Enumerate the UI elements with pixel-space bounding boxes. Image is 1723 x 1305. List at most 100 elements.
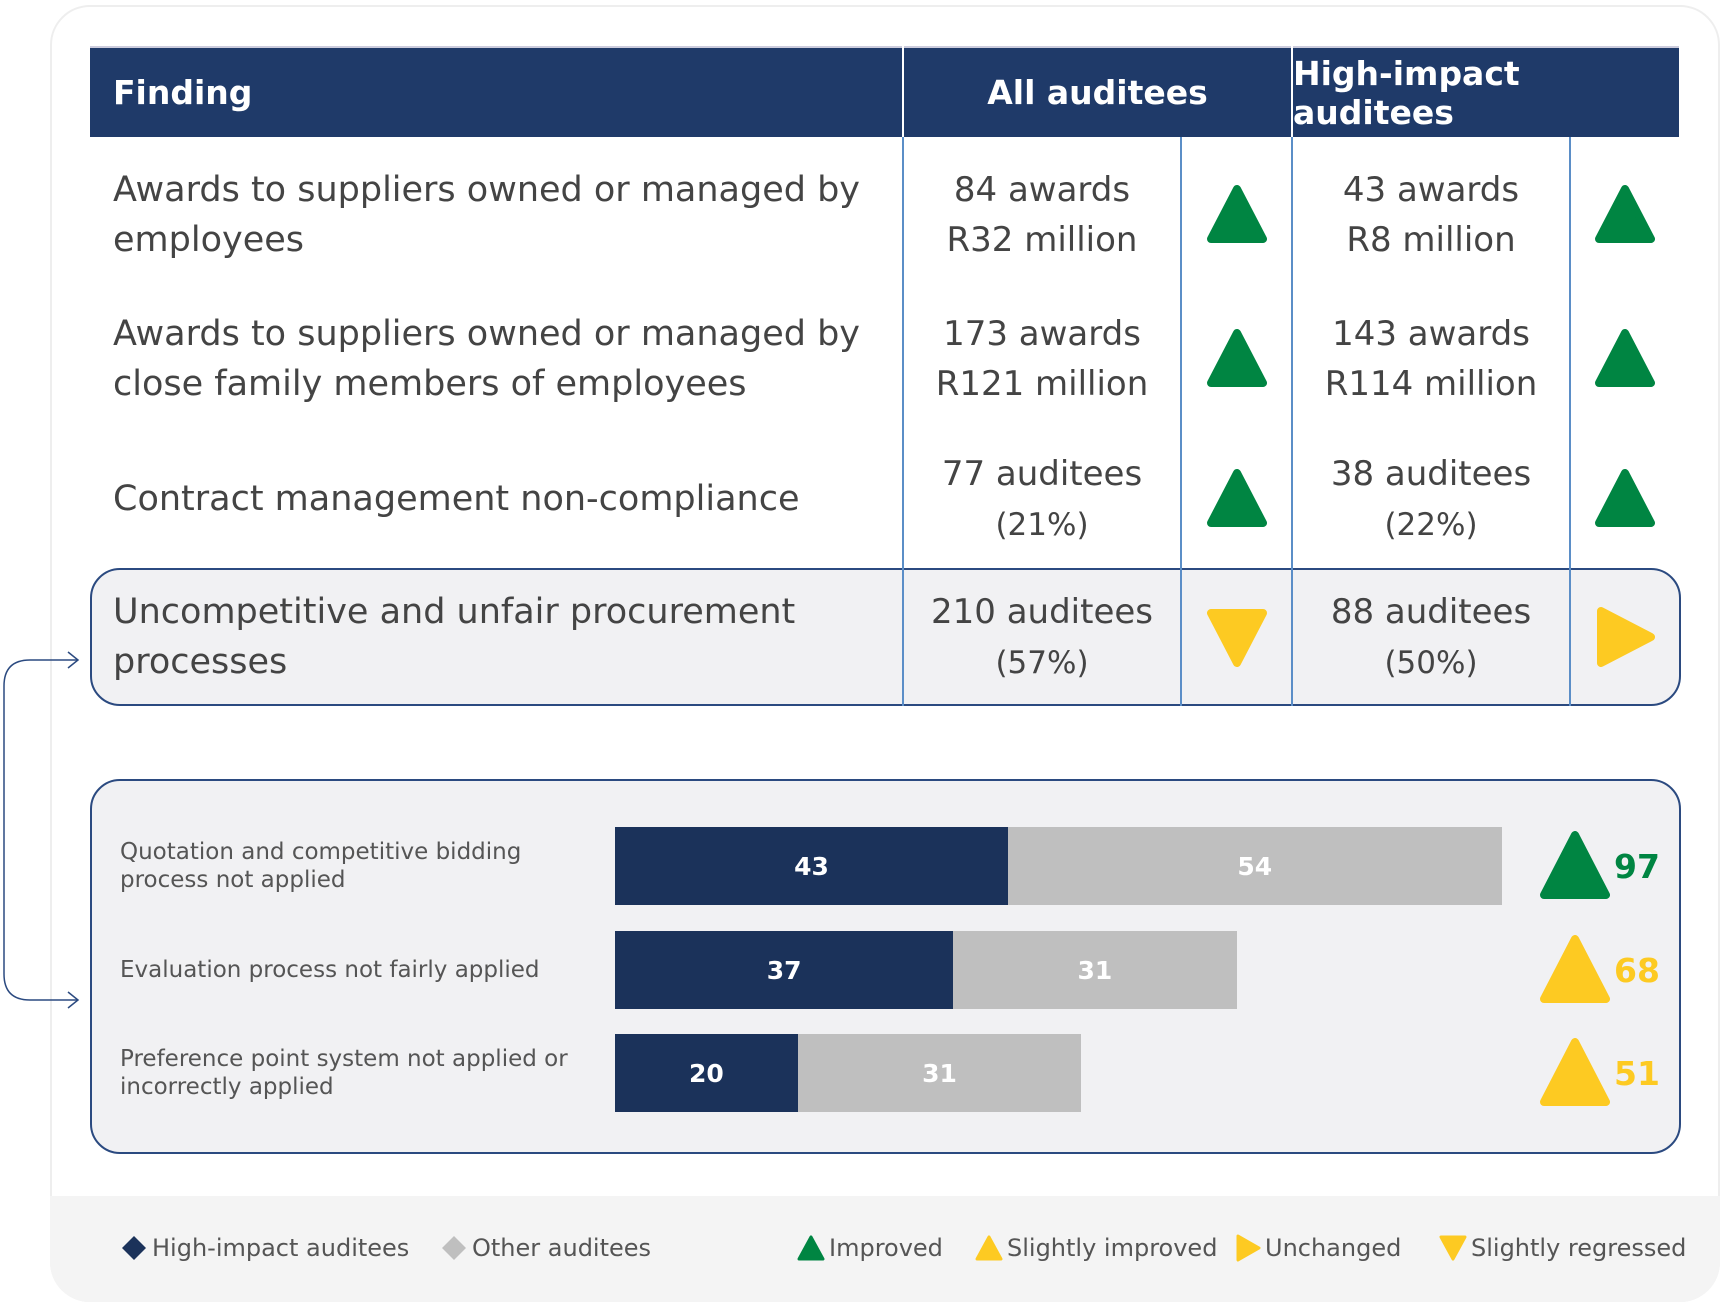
- all-auditees-value: 210 auditees (57%): [904, 568, 1180, 706]
- all-auditees-value: 84 awards R32 million: [904, 141, 1180, 288]
- category-label: Quotation and competitive bidding process…: [120, 838, 521, 894]
- finding-cell: Awards to suppliers owned or managed by e…: [90, 141, 902, 288]
- triangle-up-icon: [1206, 184, 1267, 243]
- all-auditees-value: 77 auditees (21%): [904, 429, 1180, 568]
- value-text: 38 auditees: [1330, 453, 1532, 494]
- triangle-up-icon: [1206, 328, 1267, 387]
- high-impact-trend: [1571, 288, 1679, 429]
- all-auditees-value: 173 awards R121 million: [904, 288, 1180, 429]
- legend-slightly-improved: Slightly improved: [975, 1234, 1217, 1262]
- divider: [902, 137, 904, 706]
- value-subtext: R121 million: [935, 363, 1149, 404]
- diamond-icon: [122, 1236, 146, 1260]
- value-subtext: (57%): [995, 645, 1089, 681]
- legend-slightly-regressed: Slightly regressed: [1439, 1234, 1686, 1262]
- all-auditees-trend: [1182, 288, 1291, 429]
- value-subtext: (22%): [1384, 506, 1478, 543]
- total-value: 68: [1614, 951, 1660, 990]
- value-text: 173 awards: [943, 313, 1141, 354]
- bar-value-label: 31: [1077, 955, 1113, 985]
- bar-other: 31: [953, 931, 1237, 1009]
- high-impact-value: 88 auditees (50%): [1293, 568, 1569, 706]
- finding-cell: Contract management non-compliance: [90, 429, 902, 568]
- diamond-icon: [442, 1236, 466, 1260]
- bar-value-label: 37: [766, 955, 802, 985]
- legend-label: Improved: [829, 1234, 943, 1262]
- bar-value-label: 31: [922, 1058, 957, 1088]
- total-value: 51: [1614, 1054, 1660, 1093]
- legend-label: Slightly regressed: [1471, 1234, 1687, 1262]
- finding-text: employees: [113, 219, 304, 260]
- legend-high-impact: High-impact auditees: [120, 1234, 409, 1262]
- high-impact-trend: [1571, 141, 1679, 288]
- value-subtext: (50%): [1384, 645, 1478, 681]
- value-subtext: R114 million: [1324, 363, 1538, 404]
- total-trend: [1540, 1038, 1610, 1112]
- header-high-impact: High-impact auditees: [1293, 46, 1679, 137]
- category-label-line: Evaluation process not fairly applied: [120, 957, 540, 983]
- high-impact-trend: [1571, 429, 1679, 568]
- high-impact-trend: [1571, 568, 1679, 706]
- all-auditees-trend: [1182, 141, 1291, 288]
- triangle-up-icon: [1595, 328, 1655, 387]
- high-impact-value: 38 auditees (22%): [1293, 429, 1569, 568]
- value-text: 77 auditees: [941, 453, 1143, 494]
- legend-label: High-impact auditees: [152, 1234, 410, 1262]
- bar-high-impact: 20: [615, 1034, 798, 1112]
- legend-unchanged: Unchanged: [1235, 1234, 1401, 1262]
- triangle-up-icon: [1595, 184, 1655, 243]
- legend-other: Other auditees: [440, 1234, 651, 1262]
- finding-text: Awards to suppliers owned or managed by: [113, 169, 861, 210]
- triangle-right-icon: [1597, 607, 1655, 667]
- category-label: Evaluation process not fairly applied: [120, 956, 540, 984]
- bar-value-label: 43: [794, 851, 829, 881]
- bar-high-impact: 37: [615, 931, 954, 1009]
- triangle-up-icon: [1206, 468, 1267, 527]
- legend-label: Unchanged: [1265, 1234, 1402, 1262]
- finding-cell: Uncompetitive and unfair procurement proc…: [90, 568, 902, 706]
- triangle-down-icon: [1206, 609, 1267, 667]
- triangle-right-icon: [1236, 1234, 1261, 1262]
- value-text: 210 auditees: [931, 592, 1153, 632]
- header-all-auditees: All auditees: [904, 46, 1291, 137]
- finding-text: Contract management non-compliance: [113, 478, 800, 519]
- triangle-up-icon: [1540, 935, 1610, 1003]
- triangle-down-icon: [1439, 1235, 1467, 1261]
- category-label-line: Quotation and competitive bidding: [120, 839, 522, 865]
- value-subtext: R32 million: [946, 219, 1138, 260]
- finding-text: close family members of employees: [113, 363, 747, 404]
- legend-bar: [50, 1196, 1720, 1302]
- bar-value-label: 20: [689, 1058, 724, 1088]
- triangle-up-icon: [975, 1235, 1003, 1261]
- finding-text: processes: [113, 642, 288, 682]
- value-text: 88 auditees: [1330, 592, 1532, 632]
- legend-improved: Improved: [797, 1234, 943, 1262]
- value-subtext: R8 million: [1346, 219, 1516, 260]
- triangle-up-icon: [1595, 468, 1655, 527]
- finding-cell: Awards to suppliers owned or managed by c…: [90, 288, 902, 429]
- high-impact-value: 143 awards R114 million: [1293, 288, 1569, 429]
- value-text: 84 awards: [953, 169, 1131, 210]
- total-value: 97: [1614, 847, 1660, 886]
- category-label-line: process not applied: [120, 867, 346, 893]
- highlighted-row: [90, 568, 1681, 706]
- bar-value-label: 54: [1237, 851, 1273, 881]
- bar-other: 54: [1008, 827, 1502, 905]
- high-impact-value: 43 awards R8 million: [1293, 141, 1569, 288]
- category-label-line: Preference point system not applied or: [120, 1046, 568, 1072]
- legend-label: Other auditees: [472, 1234, 652, 1262]
- legend-label: Slightly improved: [1007, 1234, 1218, 1262]
- header-finding: Finding: [90, 46, 902, 137]
- connector-arrow: [3, 651, 80, 1009]
- finding-text: Awards to suppliers owned or managed by: [113, 313, 861, 354]
- triangle-up-icon: [797, 1235, 825, 1261]
- bar-high-impact: 43: [615, 827, 1009, 905]
- category-label: Preference point system not applied or in…: [120, 1045, 568, 1101]
- bar-other: 31: [797, 1034, 1082, 1112]
- value-text: 143 awards: [1332, 313, 1530, 354]
- triangle-up-icon: [1540, 831, 1610, 899]
- divider: [1569, 137, 1571, 706]
- category-label-line: incorrectly applied: [120, 1074, 334, 1100]
- finding-text: Uncompetitive and unfair procurement: [113, 592, 796, 632]
- total-trend: [1540, 935, 1610, 1009]
